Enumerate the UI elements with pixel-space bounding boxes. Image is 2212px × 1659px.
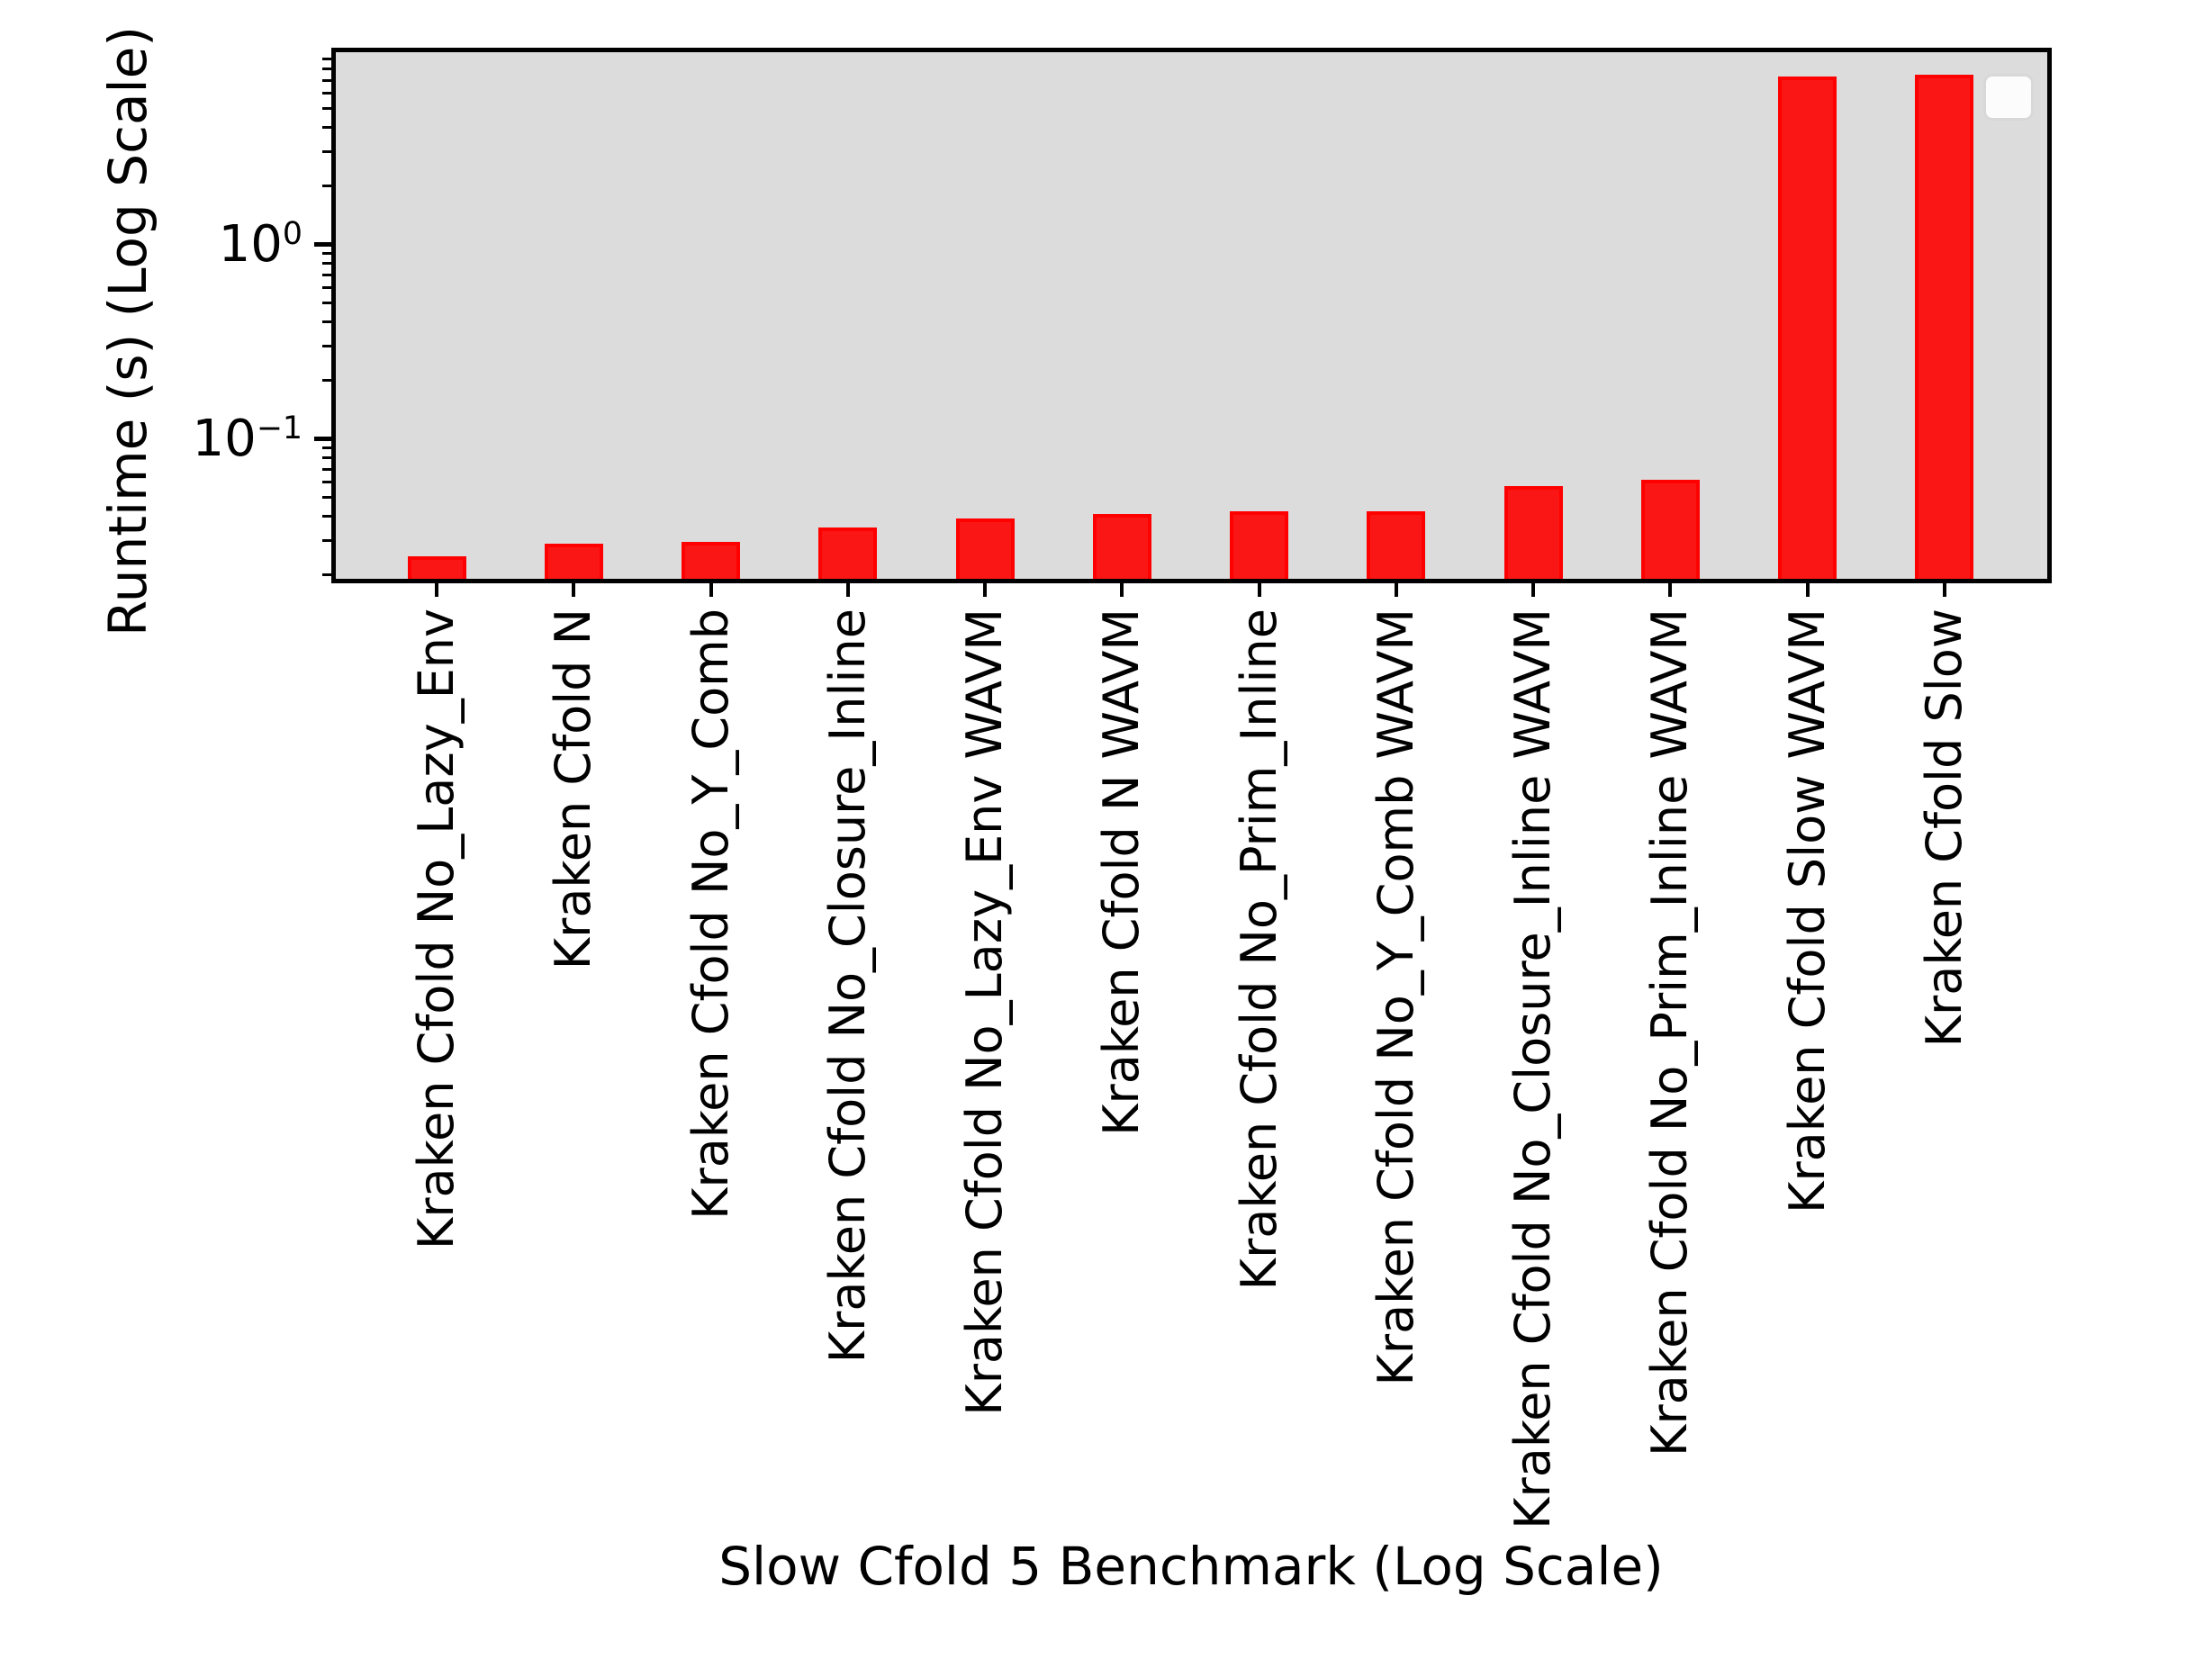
y-minor-tick-mark <box>321 496 332 500</box>
y-minor-tick-mark <box>321 379 332 383</box>
bar <box>682 541 741 581</box>
x-tick-mark <box>983 582 988 597</box>
axis-spine-top <box>331 48 2052 52</box>
y-minor-tick-mark <box>321 262 332 266</box>
y-minor-tick-mark <box>321 68 332 71</box>
x-tick-mark <box>1805 582 1810 597</box>
y-axis-title: Runtime (s) (Log Scale) <box>97 26 158 636</box>
bar <box>1778 77 1837 581</box>
bar <box>1367 511 1426 581</box>
y-minor-tick-mark <box>321 273 332 276</box>
y-minor-tick-mark <box>321 446 332 450</box>
x-tick-label: Kraken Cfold No_Y_Comb <box>682 609 739 1220</box>
x-tick-mark <box>572 582 576 597</box>
x-tick-label: Kraken Cfold No_Prim_Inline <box>1230 609 1287 1291</box>
axis-spine-bottom <box>331 579 2052 583</box>
x-tick-label: Kraken Cfold No_Closure_Inline <box>818 609 876 1364</box>
y-minor-tick-mark <box>321 286 332 290</box>
x-tick-mark <box>435 582 438 597</box>
bar <box>818 527 878 581</box>
x-tick-label: Kraken Cfold No_Lazy_Env WAVM <box>956 609 1014 1416</box>
x-tick-label: Kraken Cfold Slow WAVM <box>1778 609 1836 1213</box>
x-tick-mark <box>1942 582 1946 597</box>
axis-spine-right <box>2047 48 2052 583</box>
x-tick-label: Kraken Cfold No_Lazy_Env <box>408 609 465 1250</box>
x-tick-label: Kraken Cfold N WAVM <box>1093 609 1151 1136</box>
x-tick-label: Kraken Cfold No_Prim_Inline WAVM <box>1641 609 1699 1456</box>
y-minor-tick-mark <box>321 456 332 460</box>
x-tick-label: Kraken Cfold No_Y_Comb WAVM <box>1367 609 1424 1386</box>
x-tick-label: Kraken Cfold Slow <box>1915 609 1973 1048</box>
y-minor-tick-mark <box>321 320 332 324</box>
bar <box>544 543 603 581</box>
y-minor-tick-mark <box>321 252 332 256</box>
y-minor-tick-mark <box>321 302 332 305</box>
x-tick-mark <box>1668 582 1673 597</box>
bar <box>955 518 1015 581</box>
x-tick-label: Kraken Cfold N <box>545 609 602 970</box>
y-tick-label-exponent: −1 <box>256 410 302 446</box>
y-minor-tick-mark <box>321 150 332 154</box>
bar <box>407 555 466 581</box>
y-minor-tick-mark <box>321 539 332 543</box>
y-tick-label: 100 <box>218 214 302 274</box>
x-tick-mark <box>1394 582 1398 597</box>
bar <box>1640 480 1700 581</box>
bar <box>1503 486 1563 581</box>
y-minor-tick-mark <box>321 185 332 188</box>
x-tick-mark <box>1257 582 1261 597</box>
x-tick-mark <box>709 582 713 597</box>
bar <box>1230 511 1289 581</box>
x-tick-label: Kraken Cfold No_Closure_Inline WAVM <box>1504 609 1562 1529</box>
y-major-tick-mark <box>313 242 332 248</box>
y-tick-label-base: 10 <box>218 214 283 274</box>
y-major-tick-mark <box>313 437 332 442</box>
y-tick-label: 10−1 <box>193 410 302 468</box>
legend-box <box>1983 74 2034 121</box>
y-minor-tick-mark <box>321 126 332 130</box>
y-minor-tick-mark <box>321 573 332 577</box>
y-minor-tick-mark <box>321 92 332 95</box>
axis-spine-left <box>331 48 336 583</box>
y-tick-label-exponent: 0 <box>282 215 302 252</box>
x-tick-mark <box>845 582 850 597</box>
plot-area <box>334 50 2049 581</box>
bar <box>1915 74 1974 581</box>
y-minor-tick-mark <box>321 58 332 61</box>
x-axis-title: Slow Cfold 5 Benchmark (Log Scale) <box>718 1536 1664 1597</box>
y-minor-tick-mark <box>321 345 332 348</box>
x-tick-mark <box>1120 582 1124 597</box>
x-tick-mark <box>1531 582 1536 597</box>
y-minor-tick-mark <box>321 107 332 111</box>
y-minor-tick-mark <box>321 467 332 471</box>
y-tick-label-base: 10 <box>192 409 257 468</box>
bar <box>1092 514 1151 581</box>
y-minor-tick-mark <box>321 515 332 518</box>
y-minor-tick-mark <box>321 481 332 484</box>
y-minor-tick-mark <box>321 78 332 82</box>
